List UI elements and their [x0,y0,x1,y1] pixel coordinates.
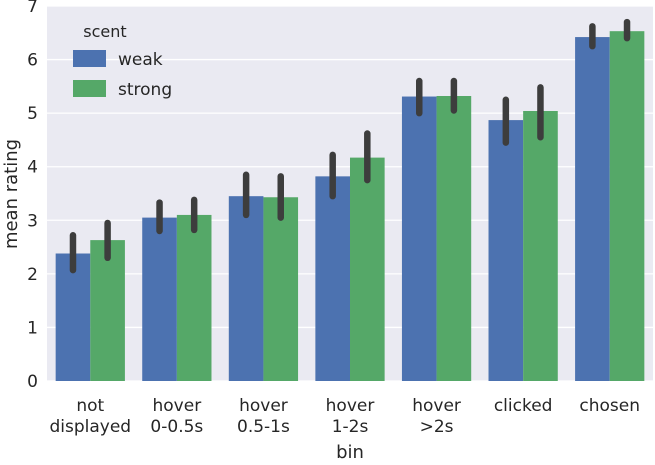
bar-strong [609,31,645,382]
bar-weak [488,120,524,381]
y-tick-label: 2 [27,265,38,285]
y-tick-label: 1 [27,318,38,338]
bar-weak [142,217,177,381]
bar-strong [523,111,558,381]
legend-swatch-strong [73,80,106,97]
x-tick-label: chosen [579,396,640,416]
x-tick-label: not displayed [49,396,131,437]
bar-strong [176,214,212,381]
x-tick-label: hover 0-0.5s [150,396,203,437]
y-tick-label: 6 [27,51,38,71]
x-tick-labels: not displayed hover 0-0.5s hover 0.5-1s hover 1… [49,396,640,437]
y-tick-label: 0 [27,372,38,392]
x-axis-label: bin [336,442,364,463]
legend-swatch-weak [73,50,106,67]
bar-weak [228,196,264,381]
y-axis-label: mean rating [1,139,22,249]
y-tick-labels: 0 1 2 3 4 5 6 7 [27,0,38,392]
bar-weak [401,96,437,382]
x-tick-label: hover 0.5-1s [237,396,290,437]
bar-strong [263,197,299,381]
bar-weak [55,253,91,381]
bar-strong [436,96,472,381]
bar-weak [575,37,610,381]
y-tick-label: 7 [27,0,38,17]
x-tick-label: hover 1-2s [326,396,375,437]
bars [55,31,645,382]
bar-weak [315,176,350,381]
legend-label-strong: strong [118,80,172,100]
bar-strong [90,240,125,381]
x-tick-label: hover >2s [412,396,461,437]
y-tick-label: 5 [27,104,38,124]
y-tick-label: 3 [27,211,38,231]
error-bars [69,18,631,274]
x-tick-label: clicked [494,396,553,416]
legend-title: scent [83,22,126,41]
bar-strong [350,157,385,381]
y-tick-label: 4 [27,158,38,178]
legend: scent weak strong [73,22,172,100]
legend-label-weak: weak [118,50,163,70]
